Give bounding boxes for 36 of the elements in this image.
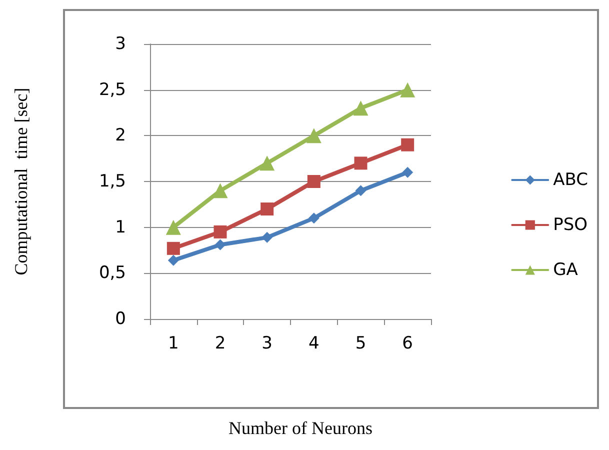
point bbox=[168, 254, 179, 266]
x-tick-label: 5 bbox=[355, 334, 366, 354]
point bbox=[166, 220, 181, 235]
legend-label: GA bbox=[553, 260, 578, 280]
x-tick-label: 4 bbox=[308, 334, 320, 354]
point bbox=[214, 239, 226, 250]
x-tick-label: 1 bbox=[168, 334, 179, 354]
x-tick-label: 3 bbox=[262, 334, 272, 354]
point bbox=[402, 166, 414, 178]
point bbox=[306, 128, 322, 144]
point bbox=[260, 202, 274, 216]
x-axis-title: Number of Neurons bbox=[228, 418, 372, 438]
y-tick-label: 0,5 bbox=[98, 263, 126, 284]
y-axis-title: Computational time [sec] bbox=[11, 88, 31, 276]
point bbox=[354, 156, 368, 170]
legend-label: ABC bbox=[553, 170, 588, 190]
point bbox=[307, 175, 320, 188]
point bbox=[166, 242, 180, 255]
point bbox=[214, 225, 227, 238]
point bbox=[401, 138, 414, 152]
point bbox=[260, 156, 275, 171]
y-tick-label: 1,5 bbox=[98, 172, 126, 192]
point bbox=[400, 82, 416, 98]
point bbox=[212, 183, 228, 198]
y-tick-label: 1 bbox=[115, 217, 126, 238]
point bbox=[308, 212, 320, 224]
x-tick-label: 6 bbox=[402, 334, 413, 354]
y-tick-label: 3 bbox=[115, 34, 126, 54]
legend-label: PSO bbox=[553, 215, 588, 235]
y-tick-label: 0 bbox=[115, 309, 126, 329]
y-tick-label: 2,5 bbox=[98, 80, 126, 100]
point bbox=[262, 232, 273, 243]
point bbox=[353, 100, 368, 116]
y-tick-label: 2 bbox=[115, 126, 126, 146]
point bbox=[355, 185, 366, 196]
x-tick-label: 2 bbox=[214, 334, 226, 354]
